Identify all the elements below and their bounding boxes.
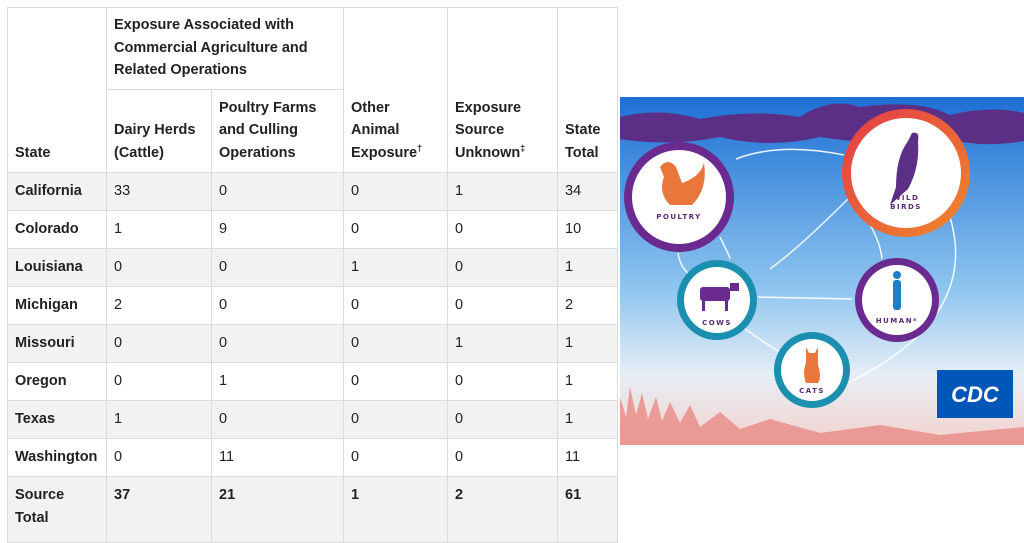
table-row: Michigan 2 0 0 0 2: [7, 286, 619, 325]
cdc-logo: CDC: [937, 370, 1013, 418]
cell: 1: [210, 362, 345, 401]
cell: 0: [447, 210, 559, 249]
footnote-mark: †: [417, 142, 423, 153]
cell: 0: [210, 248, 345, 287]
cell: 0: [210, 286, 345, 325]
row-header: Missouri: [7, 324, 107, 363]
cell: 11: [557, 438, 619, 477]
header-text: Exposure Source Unknown: [455, 99, 522, 161]
cell: 1: [447, 172, 559, 211]
header-group: Exposure Associated with Commercial Agri…: [105, 7, 345, 90]
cell: 0: [343, 324, 449, 363]
poultry-badge: POULTRY: [624, 142, 734, 252]
cell: 1: [106, 400, 212, 439]
cell: 61: [557, 476, 619, 543]
cell: 0: [447, 248, 559, 287]
cell: 2: [447, 476, 559, 543]
cell: 10: [557, 210, 619, 249]
table-body: California 33 0 0 1 34 Colorado 1 9 0 0 10 Louisiana…: [7, 172, 619, 543]
cats-badge: CATS: [774, 332, 850, 408]
cell: 0: [343, 400, 449, 439]
table-row: Missouri 0 0 0 1 1: [7, 324, 619, 363]
cell: 2: [557, 286, 619, 325]
cell: 0: [106, 438, 212, 477]
cell: 2: [106, 286, 212, 325]
human-label: HUMAN*: [876, 317, 918, 325]
wild-birds-label-line: BIRDS: [890, 203, 922, 211]
row-header: Texas: [7, 400, 107, 439]
cell: 0: [343, 210, 449, 249]
cell: 34: [557, 172, 619, 211]
header-row: State Exposure Associated with Commercia…: [7, 7, 619, 173]
table-row: Louisiana 0 0 1 0 1: [7, 248, 619, 287]
header-cell: State: [7, 7, 107, 173]
table-header: State Exposure Associated with Commercia…: [7, 7, 619, 173]
cell: 11: [210, 438, 345, 477]
cell: 0: [106, 362, 212, 401]
row-header: Source Total: [7, 476, 107, 543]
wild-birds-label: WILD BIRDS: [890, 194, 922, 211]
grass: [620, 387, 1024, 445]
cell: 37: [106, 476, 212, 543]
wild-birds-label-line: WILD: [893, 194, 920, 202]
cell: 1: [343, 476, 449, 543]
human-badge: HUMAN*: [855, 258, 939, 342]
cell: 0: [447, 362, 559, 401]
illustration: POULTRY WILD BIRDS COWS HUMAN* CATS CDC: [620, 97, 1024, 445]
cell: 0: [447, 438, 559, 477]
cell: 1: [557, 362, 619, 401]
row-header: Washington: [7, 438, 107, 477]
cell: 33: [106, 172, 212, 211]
table-row: Texas 1 0 0 0 1: [7, 400, 619, 439]
header-cell: Poultry Farms and Culling Operations: [210, 89, 345, 173]
row-header: Colorado: [7, 210, 107, 249]
table-row: California 33 0 0 1 34: [7, 172, 619, 211]
table-row: Colorado 1 9 0 0 10: [7, 210, 619, 249]
exposure-table: State Exposure Associated with Commercia…: [7, 7, 619, 543]
cell: 9: [210, 210, 345, 249]
cell: 0: [343, 362, 449, 401]
header-cell: State Total: [557, 7, 619, 173]
logo-text: CDC: [951, 382, 1000, 407]
cell: 21: [210, 476, 345, 543]
cell: 0: [210, 324, 345, 363]
cell: 1: [343, 248, 449, 287]
row-header: Michigan: [7, 286, 107, 325]
total-row: Source Total 37 21 1 2 61: [7, 476, 619, 543]
cell: 0: [343, 438, 449, 477]
header-text: Other Animal Exposure: [351, 99, 418, 161]
cell: 1: [557, 248, 619, 287]
cell: 0: [343, 172, 449, 211]
footnote-mark: ‡: [520, 142, 526, 153]
cell: 1: [557, 400, 619, 439]
cell: 0: [106, 248, 212, 287]
cell: 1: [557, 324, 619, 363]
cell: 0: [343, 286, 449, 325]
cell: 0: [210, 400, 345, 439]
cats-label: CATS: [799, 387, 825, 395]
row-header: Louisiana: [7, 248, 107, 287]
row-header: California: [7, 172, 107, 211]
header-cell: Other Animal Exposure†: [343, 7, 449, 173]
cell: 0: [210, 172, 345, 211]
cell: 0: [447, 286, 559, 325]
header-cell: Dairy Herds (Cattle): [106, 89, 212, 173]
cell: 1: [106, 210, 212, 249]
cows-label: COWS: [702, 319, 732, 327]
poultry-label: POULTRY: [656, 213, 701, 221]
cows-badge: COWS: [677, 260, 757, 340]
table-row: Oregon 0 1 0 0 1: [7, 362, 619, 401]
cell: 0: [106, 324, 212, 363]
row-header: Oregon: [7, 362, 107, 401]
header-cell: Exposure Source Unknown‡: [447, 7, 559, 173]
cell: 0: [447, 400, 559, 439]
wild-birds-badge: WILD BIRDS: [842, 109, 970, 237]
arrows: [677, 148, 957, 383]
header-row: Dairy Herds (Cattle) Poultry Farms and C…: [8, 89, 618, 173]
cell: 1: [447, 324, 559, 363]
table-row: Washington 0 11 0 0 11: [7, 438, 619, 477]
